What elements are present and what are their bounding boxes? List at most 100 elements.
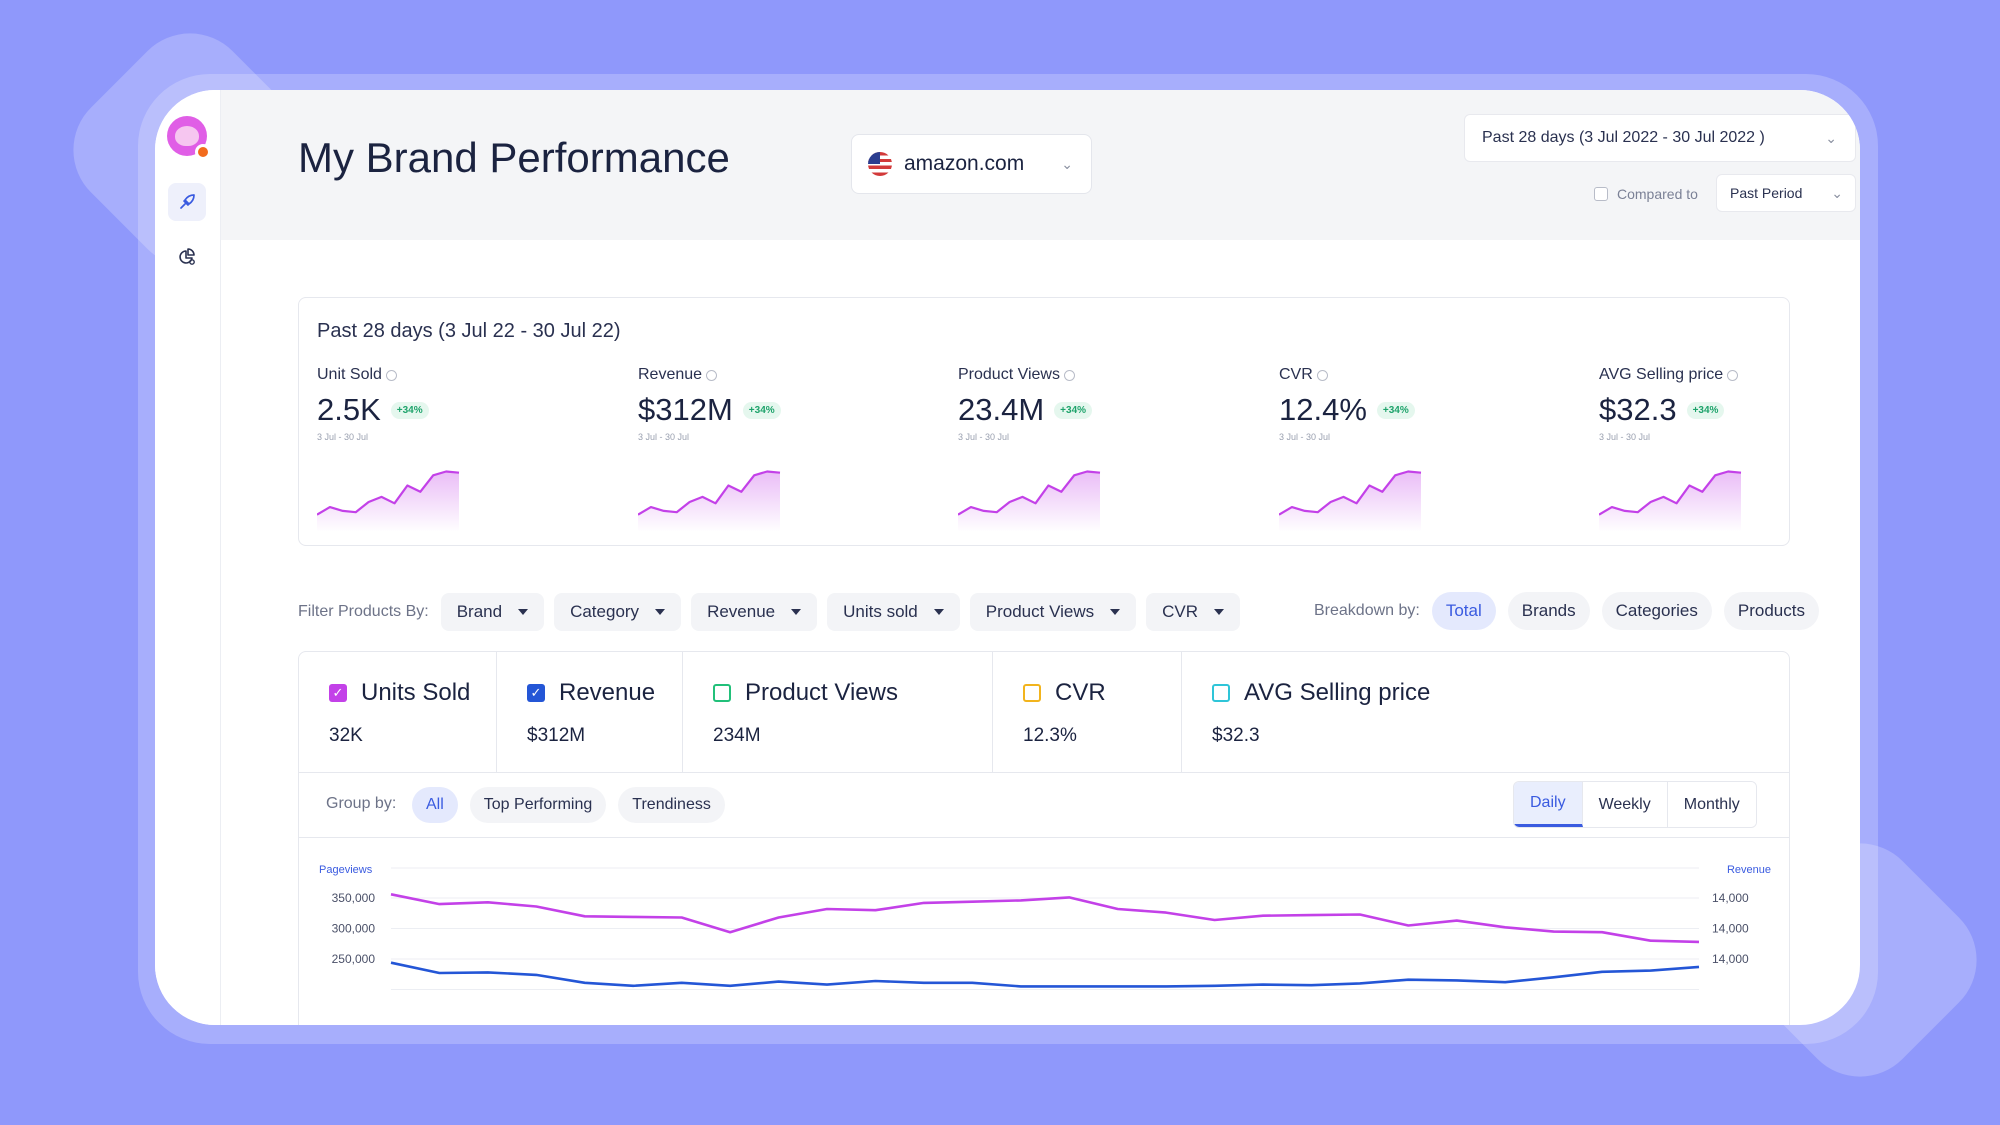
metric-cvr[interactable]: CVR 12.3%: [993, 652, 1182, 772]
metric-selector-row: ✓ Units Sold 32K ✓ Revenue $312M Product V…: [299, 652, 1789, 773]
brand-logo[interactable]: [167, 116, 211, 160]
filter-cvr[interactable]: CVR: [1146, 593, 1241, 631]
filter-category[interactable]: Category: [554, 593, 682, 631]
metric-units-sold[interactable]: ✓ Units Sold 32K: [299, 652, 497, 772]
y-tick-label: 300,000: [332, 922, 376, 936]
line-chart: Pageviews Revenue 350,000 14,000 300,000 14,0…: [319, 864, 1771, 990]
kpi-range: 3 Jul - 30 Jul: [317, 432, 369, 442]
kpi-value-row: $312M +34%: [638, 392, 838, 428]
kpi-range: 3 Jul - 30 Jul: [638, 432, 690, 442]
group-by-top-performing[interactable]: Top Performing: [469, 787, 607, 823]
caret-down-icon: [518, 609, 529, 615]
metric-value: 32K: [329, 725, 363, 746]
kpi-label: CVR: [1279, 366, 1479, 384]
tab-weekly[interactable]: Weekly: [1582, 782, 1668, 827]
sidebar-item-analytics[interactable]: [168, 238, 206, 276]
group-by-label: Group by:: [326, 795, 397, 812]
group-by-row: Group by: All Top Performing Trendiness …: [299, 773, 1789, 838]
metric-product-views[interactable]: Product Views 234M: [683, 652, 993, 772]
sidebar: [155, 90, 221, 1025]
kpi-label-text: Product Views: [958, 366, 1060, 383]
date-range-value: Past 28 days (3 Jul 2022 - 30 Jul 2022 ): [1482, 129, 1765, 146]
filter-label: Filter Products By:: [298, 603, 429, 620]
date-range-dropdown[interactable]: Past 28 days (3 Jul 2022 - 30 Jul 2022 )…: [1464, 114, 1856, 162]
checkbox-empty-icon[interactable]: [1023, 684, 1041, 702]
compare-period-dropdown[interactable]: Past Period ⌄: [1716, 174, 1856, 212]
kpi-label: Revenue: [638, 366, 838, 384]
change-badge: +34%: [1376, 401, 1415, 419]
metric-value: 12.3%: [1023, 725, 1077, 746]
group-by-all[interactable]: All: [412, 787, 458, 823]
chevron-down-icon: ⌄: [1825, 129, 1837, 146]
y2-tick-label: 14,000: [1712, 922, 1749, 936]
kpi-label: Product Views: [958, 366, 1158, 384]
y2-tick-label: 14,000: [1712, 891, 1749, 905]
kpi-value: 12.4%: [1279, 392, 1367, 427]
info-icon[interactable]: [706, 369, 718, 381]
kpi-cvr: CVR 12.4% +34% 3 Jul - 30 Jul: [1279, 366, 1479, 532]
kpi-value-row: 23.4M +34%: [958, 392, 1158, 428]
sparkline: [1599, 470, 1742, 532]
breakdown-products[interactable]: Products: [1723, 592, 1819, 630]
sparkline-area: [638, 471, 780, 532]
checkbox-empty-icon[interactable]: [713, 684, 731, 702]
kpi-range: 3 Jul - 30 Jul: [1599, 432, 1651, 442]
filter-product-views[interactable]: Product Views: [969, 593, 1137, 631]
group-by-trendiness[interactable]: Trendiness: [618, 787, 725, 823]
metric-value: $32.3: [1212, 725, 1260, 746]
filter-chip-label: Units sold: [843, 602, 918, 621]
filter-brand[interactable]: Brand: [440, 593, 545, 631]
change-badge: +34%: [390, 401, 429, 419]
kpi-value: 2.5K: [317, 392, 381, 427]
checkbox-checked-icon[interactable]: ✓: [329, 684, 347, 702]
sparkline-area: [317, 471, 459, 532]
kpi-value: $312M: [638, 392, 733, 427]
sidebar-item-performance[interactable]: [168, 183, 206, 221]
y2-tick-label: 14,000: [1712, 952, 1749, 966]
sparkline-area: [1279, 471, 1421, 532]
tab-monthly[interactable]: Monthly: [1667, 782, 1756, 827]
breakdown-bar: Breakdown by: Total Brands Categories Pr…: [1314, 591, 1831, 631]
breakdown-label: Breakdown by:: [1314, 602, 1420, 619]
filter-chip-label: Category: [570, 602, 640, 621]
kpi-value: $32.3: [1599, 392, 1677, 427]
kpi-value-row: $32.3 +34%: [1599, 392, 1799, 428]
sparkline: [958, 470, 1101, 532]
analytics-icon: [179, 248, 195, 265]
interval-tabs: Daily Weekly Monthly: [1513, 781, 1757, 828]
checkbox-empty-icon[interactable]: [1212, 684, 1230, 702]
y2-axis-label: Revenue: [1727, 864, 1771, 876]
metric-name: ✓ Revenue: [527, 679, 682, 707]
metric-avg-selling-price[interactable]: AVG Selling price $32.3: [1182, 652, 1789, 772]
marketplace-dropdown[interactable]: amazon.com ⌄: [851, 134, 1092, 194]
logo-face: [175, 126, 199, 146]
y-tick-label: 350,000: [332, 891, 376, 905]
caret-down-icon: [1214, 609, 1225, 615]
breakdown-total[interactable]: Total: [1431, 592, 1496, 630]
filter-revenue[interactable]: Revenue: [691, 593, 818, 631]
kpi-value-row: 2.5K +34%: [317, 392, 517, 428]
caret-down-icon: [791, 609, 802, 615]
sparkline: [317, 470, 460, 532]
tab-daily[interactable]: Daily: [1514, 782, 1583, 827]
info-icon[interactable]: [1727, 369, 1739, 381]
info-icon[interactable]: [385, 369, 397, 381]
metric-name: AVG Selling price: [1212, 679, 1789, 707]
metric-name-text: AVG Selling price: [1244, 679, 1431, 706]
page-title: My Brand Performance: [298, 134, 730, 181]
chevron-down-icon: ⌄: [1061, 155, 1073, 172]
info-icon[interactable]: [1063, 369, 1075, 381]
checkbox-checked-icon[interactable]: ✓: [527, 684, 545, 702]
metric-name: Product Views: [713, 679, 992, 707]
info-icon[interactable]: [1316, 369, 1328, 381]
kpi-value: 23.4M: [958, 392, 1045, 427]
filter-chip-label: CVR: [1162, 602, 1199, 621]
breakdown-categories[interactable]: Categories: [1601, 592, 1712, 630]
change-badge: +34%: [742, 401, 781, 419]
metric-revenue[interactable]: ✓ Revenue $312M: [497, 652, 683, 772]
compare-checkbox[interactable]: [1594, 187, 1608, 201]
filter-units-sold[interactable]: Units sold: [827, 593, 960, 631]
metric-name-text: CVR: [1055, 679, 1106, 706]
breakdown-brands[interactable]: Brands: [1507, 592, 1590, 630]
metric-name: CVR: [1023, 679, 1181, 707]
